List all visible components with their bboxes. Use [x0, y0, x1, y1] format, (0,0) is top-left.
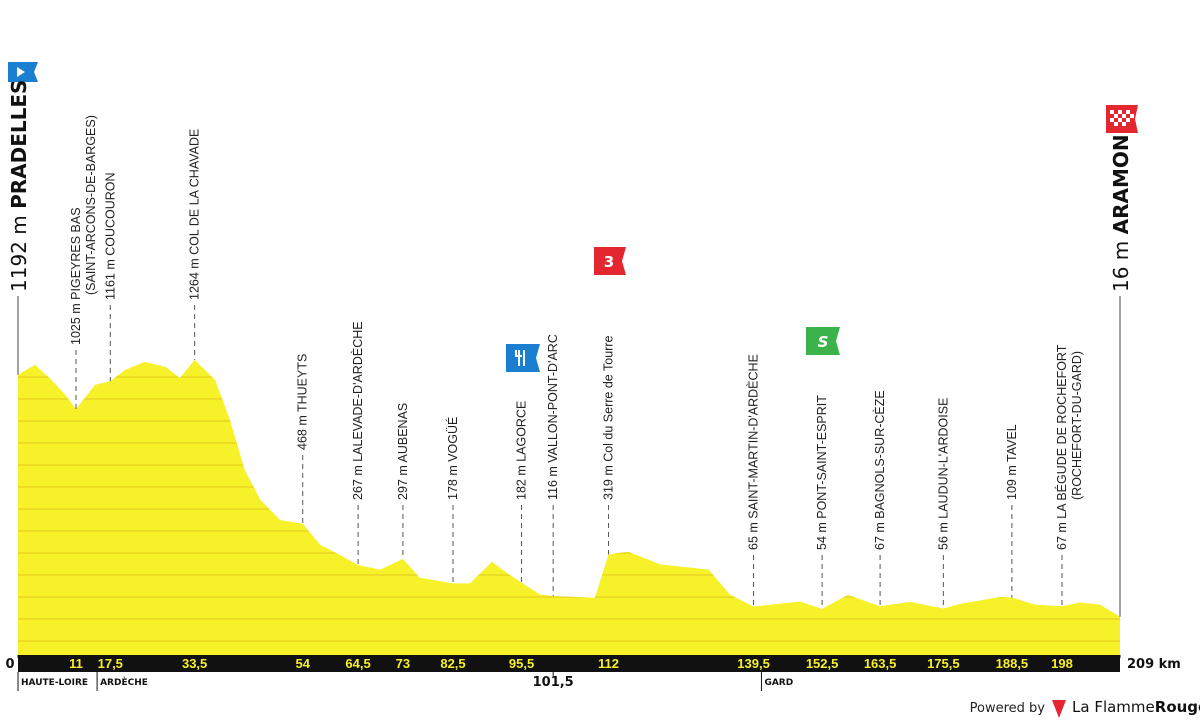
svg-text:S: S: [818, 333, 829, 351]
region-label: HAUTE-LOIRE: [21, 678, 88, 688]
endpoint-name: ARAMON: [1109, 134, 1133, 234]
endpoint-label: 16 m ARAMON: [1109, 134, 1133, 292]
waypoint-label: 109 m TAVEL: [1005, 424, 1019, 500]
x-tick-label: 11: [69, 656, 83, 671]
waypoint-sublabel: (SAINT-ARCONS-DE-BARGES): [84, 115, 98, 295]
x-tick-label: 95,5: [509, 656, 534, 671]
x-tick-label: 73: [396, 656, 410, 671]
waypoint-label: 468 m THUEYTS: [296, 354, 310, 450]
brand: La FlammeRouge: [1072, 698, 1200, 716]
x-tick-label: 17,5: [98, 656, 123, 671]
x-tick-label: 33,5: [182, 656, 207, 671]
waypoint-label: 1161 m COUCOURON: [103, 172, 117, 300]
distance-bar: [18, 655, 1120, 672]
waypoint-label: 67 m BAGNOLS-SUR-CÈZE: [872, 390, 887, 550]
x-tick-label: 175,5: [927, 656, 960, 671]
climb-flag: 3: [594, 247, 626, 275]
x-tick-label: 112: [598, 656, 619, 671]
x-tick-label: 139,5: [737, 656, 770, 671]
profile-area: [18, 359, 1120, 655]
brand-part: Rouge: [1155, 698, 1200, 716]
waypoint-label: 116 m VALLON-PONT-D'ARC: [546, 334, 560, 500]
start-flag: [8, 62, 38, 82]
mid-tick-label: 101,5: [533, 675, 574, 690]
x-tick-label: 82,5: [440, 656, 465, 671]
sprint-flag: S: [806, 327, 840, 355]
waypoint-label: 65 m SAINT-MARTIN-D'ARDÈCHE: [746, 354, 761, 550]
waypoint-label: 1264 m COL DE LA CHAVADE: [188, 129, 202, 300]
x-tick-label: 188,5: [996, 656, 1029, 671]
endpoint-name: PRADELLES: [7, 80, 31, 209]
x-tick-label: 0: [5, 657, 14, 672]
waypoint-label: 178 m VOGÜÉ: [445, 417, 460, 500]
logo: [1052, 700, 1066, 718]
waypoint-label: 67 m LA BÉGUDE DE ROCHEFORT: [1054, 344, 1069, 550]
brand-part: La Flamme: [1072, 698, 1155, 716]
waypoint-sublabel: (ROCHEFORT-DU-GARD): [1070, 351, 1084, 500]
endpoint-elevation: 1192 m: [7, 215, 31, 292]
waypoint-label: 1025 m PIGEYRES BAS: [69, 207, 83, 345]
waypoint-label: 267 m LALEVADE-D'ARDÈCHE: [350, 321, 365, 500]
x-tick-label: 198: [1051, 656, 1073, 671]
feed-zone-flag: [506, 344, 540, 372]
x-tick-label: 64,5: [345, 656, 370, 671]
waypoint-label: 182 m LAGORCE: [515, 401, 529, 500]
x-tick-label: 152,5: [806, 656, 839, 671]
waypoint-label: 56 m LAUDUN-L'ARDOISE: [936, 398, 950, 550]
endpoint-elevation: 16 m: [1109, 241, 1133, 292]
finish-flag: [1106, 105, 1138, 133]
waypoint-label: 297 m AUBENAS: [396, 403, 410, 500]
region-label: ARDÈCHE: [100, 676, 148, 688]
x-tick-label: 54: [295, 656, 310, 671]
climb-category: 3: [604, 253, 614, 271]
x-tick-label: 209 km: [1127, 657, 1181, 672]
region-label: GARD: [764, 678, 793, 688]
waypoint-label: 319 m Col du Serre de Tourre: [602, 336, 616, 500]
powered-by: Powered by: [970, 701, 1046, 716]
x-tick-label: 163,5: [864, 656, 897, 671]
endpoint-label: 1192 m PRADELLES: [7, 80, 31, 292]
waypoint-label: 54 m PONT-SAINT-ESPRIT: [815, 395, 829, 550]
